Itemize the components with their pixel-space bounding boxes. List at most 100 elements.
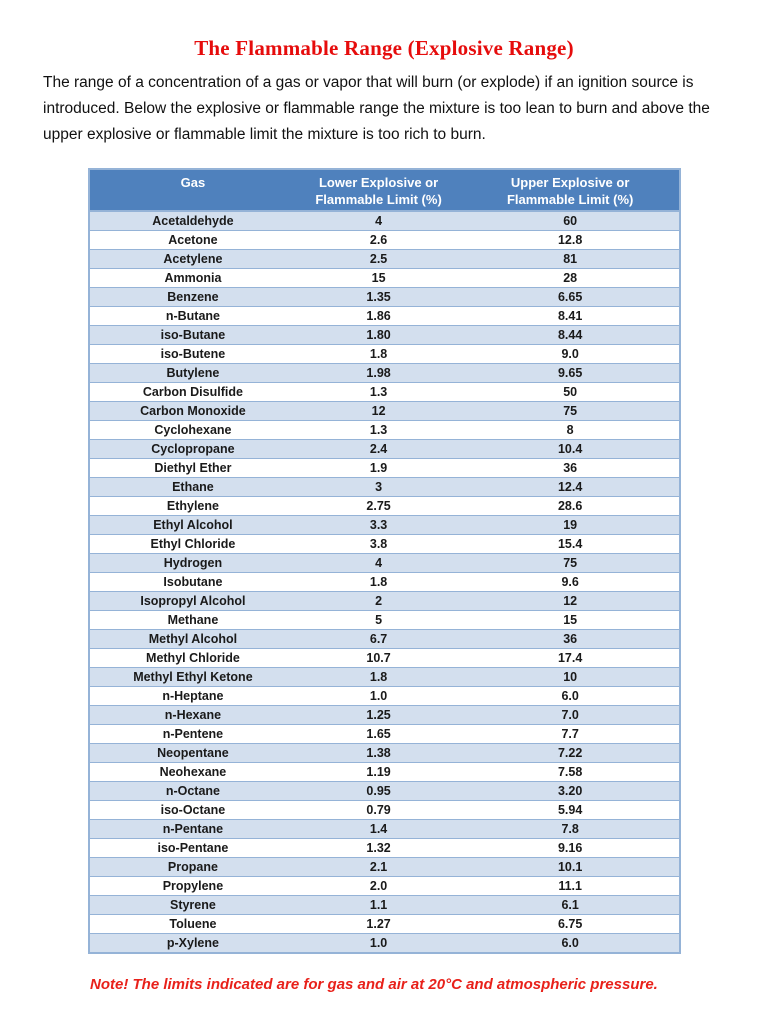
upper-cell: 5.94 bbox=[557, 803, 583, 817]
lower-cell: 1.65 bbox=[366, 727, 391, 741]
upper-cell: 8.41 bbox=[557, 309, 583, 323]
table-row: Acetaldehyde 4 60 bbox=[89, 211, 680, 231]
table-row: Methyl Alcohol 6.7 36 bbox=[89, 629, 680, 649]
upper-cell: 7.8 bbox=[561, 822, 579, 836]
upper-cell: 6.65 bbox=[557, 290, 583, 304]
lower-cell: 4 bbox=[375, 214, 383, 228]
lower-cell: 1.0 bbox=[369, 689, 388, 703]
upper-cell: 8.44 bbox=[557, 328, 583, 342]
table-row: Cyclopropane 2.4 10.4 bbox=[89, 439, 680, 459]
table-row: p-Xylene 1.0 6.0 bbox=[89, 933, 680, 953]
upper-cell: 9.0 bbox=[561, 347, 579, 361]
gas-cell: p-Xylene bbox=[166, 936, 219, 950]
lower-cell: 3.8 bbox=[369, 537, 388, 551]
upper-cell: 12.4 bbox=[557, 480, 583, 494]
upper-limit-column-header: Upper Explosive or Flammable Limit (%) bbox=[461, 169, 680, 212]
lower-cell: 2.1 bbox=[369, 860, 388, 874]
table-row: Ethylene 2.75 28.6 bbox=[89, 496, 680, 516]
upper-cell: 10.1 bbox=[557, 860, 583, 874]
upper-cell: 3.20 bbox=[557, 784, 583, 798]
table-row: Isobutane 1.8 9.6 bbox=[89, 572, 680, 592]
table-row: iso-Butene 1.8 9.0 bbox=[89, 344, 680, 364]
upper-cell: 7.7 bbox=[561, 727, 579, 741]
lower-cell: 1.3 bbox=[369, 385, 388, 399]
lower-cell: 1.8 bbox=[369, 670, 388, 684]
lower-cell: 6.7 bbox=[369, 632, 388, 646]
footnote: Note! The limits indicated are for gas a… bbox=[90, 976, 658, 993]
table-row: n-Octane 0.95 3.20 bbox=[89, 781, 680, 801]
upper-cell: 10.4 bbox=[557, 442, 583, 456]
gas-cell: Hydrogen bbox=[163, 556, 223, 570]
gas-cell: iso-Butane bbox=[160, 328, 226, 342]
gas-cell: Propylene bbox=[162, 879, 224, 893]
table-row: Neohexane 1.19 7.58 bbox=[89, 762, 680, 782]
upper-cell: 36 bbox=[563, 632, 578, 646]
upper-cell: 7.22 bbox=[557, 746, 583, 760]
lower-cell: 1.4 bbox=[369, 822, 388, 836]
header-line: Lower Explosive or bbox=[318, 175, 439, 190]
lower-cell: 1.25 bbox=[366, 708, 391, 722]
upper-cell: 12 bbox=[563, 594, 578, 608]
table-body: Acetaldehyde 4 60 Acetone 2.6 12.8 Acetylene 2.… bbox=[89, 211, 680, 953]
table-row: n-Butane 1.86 8.41 bbox=[89, 306, 680, 326]
upper-cell: 8 bbox=[566, 423, 574, 437]
gas-cell: Neohexane bbox=[159, 765, 227, 779]
gas-cell: n-Hexane bbox=[164, 708, 222, 722]
lower-cell: 1.8 bbox=[369, 347, 388, 361]
gas-cell: Toluene bbox=[169, 917, 217, 931]
gas-cell: Acetone bbox=[168, 233, 218, 247]
upper-cell: 28 bbox=[563, 271, 578, 285]
upper-cell: 50 bbox=[563, 385, 578, 399]
table-row: Carbon Disulfide 1.3 50 bbox=[89, 382, 680, 402]
lower-cell: 2.75 bbox=[366, 499, 391, 513]
table-row: Cyclohexane 1.3 8 bbox=[89, 420, 680, 440]
gas-cell: iso-Butene bbox=[160, 347, 226, 361]
table-row: Methane 5 15 bbox=[89, 610, 680, 630]
table-row: Carbon Monoxide 12 75 bbox=[89, 401, 680, 421]
lower-cell: 1.1 bbox=[369, 898, 388, 912]
upper-cell: 6.0 bbox=[561, 689, 579, 703]
gas-cell: Ethyl Chloride bbox=[150, 537, 236, 551]
header-line: Upper Explosive or bbox=[510, 175, 630, 190]
table-row: n-Pentene 1.65 7.7 bbox=[89, 724, 680, 744]
gas-cell: n-Heptane bbox=[162, 689, 224, 703]
gas-cell: Acetylene bbox=[163, 252, 223, 266]
table-row: n-Heptane 1.0 6.0 bbox=[89, 686, 680, 706]
gas-cell: Cyclopropane bbox=[151, 442, 235, 456]
table-row: Acetone 2.6 12.8 bbox=[89, 230, 680, 250]
upper-cell: 6.75 bbox=[557, 917, 583, 931]
page-title: The Flammable Range (Explosive Range) bbox=[194, 36, 574, 60]
gas-cell: iso-Pentane bbox=[157, 841, 229, 855]
table-row: Neopentane 1.38 7.22 bbox=[89, 743, 680, 763]
upper-cell: 6.0 bbox=[561, 936, 579, 950]
table-row: Ethyl Chloride 3.8 15.4 bbox=[89, 534, 680, 554]
lower-cell: 3 bbox=[375, 480, 383, 494]
gas-cell: Carbon Disulfide bbox=[142, 385, 243, 399]
gas-cell: Butylene bbox=[166, 366, 220, 380]
upper-cell: 75 bbox=[563, 404, 578, 418]
gas-cell: Ethane bbox=[172, 480, 214, 494]
gas-cell: Isopropyl Alcohol bbox=[140, 594, 246, 608]
header-line: Gas bbox=[180, 175, 206, 190]
lower-cell: 1.35 bbox=[366, 290, 391, 304]
lower-cell: 2.4 bbox=[369, 442, 388, 456]
lower-cell: 0.79 bbox=[366, 803, 391, 817]
upper-cell: 9.6 bbox=[561, 575, 579, 589]
table-row: Ethane 3 12.4 bbox=[89, 477, 680, 497]
gas-cell: Methyl Chloride bbox=[146, 651, 240, 665]
lower-cell: 1.3 bbox=[369, 423, 388, 437]
gas-cell: n-Pentene bbox=[162, 727, 224, 741]
lower-cell: 12 bbox=[371, 404, 386, 418]
upper-cell: 9.16 bbox=[557, 841, 583, 855]
gas-cell: Benzene bbox=[167, 290, 219, 304]
lower-cell: 1.98 bbox=[366, 366, 391, 380]
table-row: Toluene 1.27 6.75 bbox=[89, 914, 680, 934]
table-row: iso-Butane 1.80 8.44 bbox=[89, 325, 680, 345]
lower-cell: 1.38 bbox=[366, 746, 391, 760]
lower-cell: 2.5 bbox=[369, 252, 388, 266]
flammable-limits-table: Gas Lower Explosive or Flammable Limit (… bbox=[88, 168, 681, 954]
gas-cell: Propane bbox=[167, 860, 218, 874]
lower-cell: 1.19 bbox=[366, 765, 391, 779]
gas-cell: n-Butane bbox=[165, 309, 220, 323]
lower-cell: 1.27 bbox=[366, 917, 391, 931]
